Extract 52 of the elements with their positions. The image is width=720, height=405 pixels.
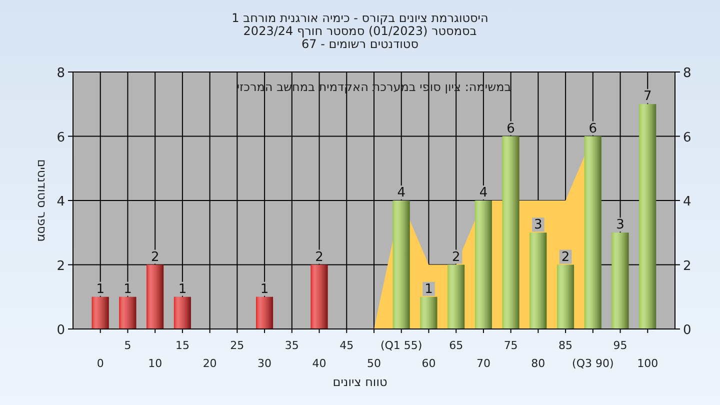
x-tick-label: 80 (531, 357, 546, 370)
y2-tick-label: 4 (683, 194, 692, 210)
x-tick-label: 5 (124, 339, 132, 352)
x-tick-label: 40 (312, 357, 326, 370)
x-tick-label: 45 (340, 339, 354, 352)
x-axis-title: טווח ציונים (332, 375, 388, 389)
y2-tick-label: 8 (683, 66, 692, 81)
data-label: 4 (479, 186, 488, 200)
y2-tick-label: 0 (683, 323, 692, 338)
y-tick-label: 4 (56, 194, 65, 210)
y-tick-label: 2 (56, 258, 65, 274)
x-tick-label: 25 (230, 339, 244, 352)
chart-subtitle: בסמסטר (01/2023) סמסטר חורף 2023/24 (243, 24, 477, 38)
data-label: 1 (424, 282, 433, 297)
data-label: 3 (616, 218, 624, 233)
x-tick-label: 60 (422, 357, 436, 370)
y-tick-label: 8 (56, 66, 65, 81)
x-tick-label: 0 (96, 357, 104, 370)
x-tick-label: 30 (258, 357, 272, 370)
data-label: 4 (397, 186, 406, 200)
data-label: 1 (124, 282, 132, 297)
x-tick-label: 50 (367, 357, 381, 370)
x-tick-label: 65 (449, 339, 464, 352)
data-label: 2 (561, 250, 570, 265)
x-tick-label: 10 (148, 357, 162, 370)
data-label: 1 (260, 282, 269, 297)
x-tick-label: (Q1 55) (380, 339, 422, 352)
data-label: 2 (315, 250, 324, 265)
data-label: 2 (452, 250, 460, 265)
x-tick-label: 75 (504, 339, 518, 352)
data-label: 2 (150, 250, 160, 265)
x-tick-label: 95 (613, 339, 628, 352)
y-tick-label: 0 (56, 323, 65, 338)
text: סטודנטים רשומים - 67 (301, 37, 419, 51)
y2-tick-label: 2 (683, 258, 692, 274)
x-tick-label: 15 (175, 339, 190, 352)
y-axis-title: מספר סטודנטים (35, 159, 49, 242)
x-tick-label: (Q3 90) (572, 357, 614, 370)
data-label: 3 (534, 218, 542, 233)
x-tick-label: 20 (202, 357, 217, 370)
data-label: 6 (588, 121, 598, 136)
data-label: 6 (506, 121, 515, 136)
data-label: 1 (96, 282, 105, 297)
data-label: 7 (643, 89, 652, 104)
x-tick-label: 35 (284, 339, 299, 352)
y-tick-label: 6 (56, 130, 65, 146)
chart-title: היסטוגרמת ציונים בקורס - כימיה אורגנית מורחב 1 (232, 11, 488, 25)
data-label: 1 (178, 282, 187, 297)
x-tick-label: 85 (558, 339, 573, 352)
y2-tick-label: 6 (683, 130, 692, 146)
x-tick-label: 70 (476, 357, 490, 370)
x-tick-label: 100 (637, 357, 658, 370)
